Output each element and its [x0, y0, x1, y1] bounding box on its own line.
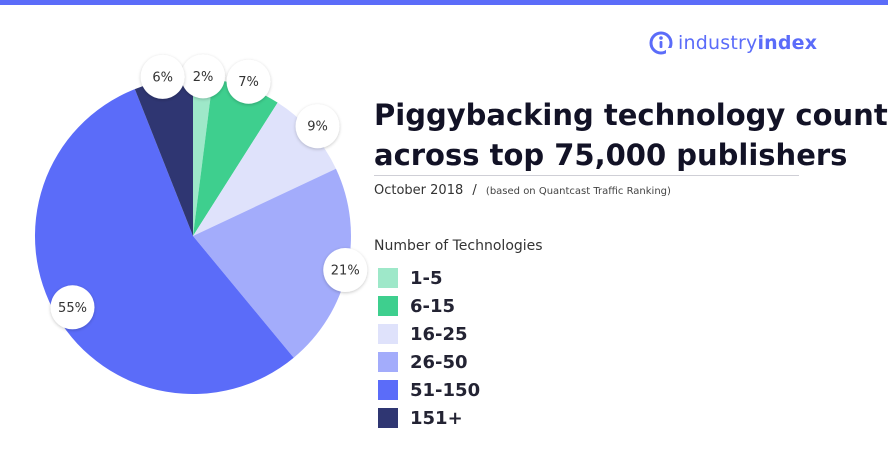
pie-slice: [193, 168, 351, 358]
legend-swatch: [378, 296, 398, 316]
legend-swatch: [378, 268, 398, 288]
pie-slices: [34, 78, 351, 395]
title-divider: [374, 175, 799, 176]
legend: Number of Technologies 1-5 6-15 16-25 26…: [374, 238, 543, 432]
chart-source-note: (based on Quantcast Traffic Ranking): [485, 186, 671, 197]
data-label: 9%: [307, 120, 328, 135]
legend-swatch: [378, 324, 398, 344]
data-label-bubble: [226, 59, 271, 104]
legend-label: 26-50: [410, 351, 468, 373]
chart-title: Piggybacking technology count across top…: [374, 95, 888, 175]
data-label-bubble: [323, 248, 368, 293]
chart-title-line-1: Piggybacking technology count: [374, 98, 888, 132]
data-label: 6%: [152, 70, 173, 85]
pie-slice: [193, 79, 278, 236]
data-label-bubble: [50, 285, 95, 330]
legend-swatch: [378, 408, 398, 428]
legend-title: Number of Technologies: [374, 238, 543, 254]
chart-date: October 2018: [374, 183, 464, 198]
data-label: 55%: [58, 301, 87, 316]
brand-name-bold: index: [757, 32, 818, 54]
legend-label: 151+: [410, 407, 463, 429]
legend-item: 1-5: [374, 264, 543, 292]
pie-slice: [34, 89, 294, 395]
legend-label: 6-15: [410, 295, 456, 317]
data-label-bubble: [181, 54, 226, 99]
pie-slice: [134, 78, 193, 236]
chart-title-line-2: across top 75,000 publishers: [374, 138, 848, 172]
brand-logo-text: industryindex: [678, 32, 817, 54]
legend-item: 26-50: [374, 348, 543, 376]
data-label: 2%: [193, 70, 214, 85]
brand-name-regular: industry: [678, 32, 758, 54]
legend-item: 16-25: [374, 320, 543, 348]
chart-subtitle: October 2018 / (based on Quantcast Traff…: [374, 183, 671, 198]
legend-label: 1-5: [410, 267, 443, 289]
pie-slice: [193, 78, 213, 236]
legend-label: 51-150: [410, 379, 481, 401]
legend-swatch: [378, 380, 398, 400]
legend-item: 6-15: [374, 292, 543, 320]
data-label: 7%: [238, 75, 259, 90]
legend-item: 151+: [374, 404, 543, 432]
legend-item: 51-150: [374, 376, 543, 404]
top-accent-bar: [0, 0, 888, 5]
data-label: 21%: [331, 264, 360, 279]
subtitle-separator: /: [472, 183, 477, 198]
pie-labels: 2% 7% 9% 21% 55% 6%: [50, 54, 368, 330]
data-label-bubble: [295, 104, 340, 149]
legend-label: 16-25: [410, 323, 468, 345]
legend-swatch: [378, 352, 398, 372]
data-label-bubble: [140, 54, 185, 99]
brand-logo: industryindex: [648, 28, 817, 58]
brand-logo-icon: [649, 31, 673, 55]
